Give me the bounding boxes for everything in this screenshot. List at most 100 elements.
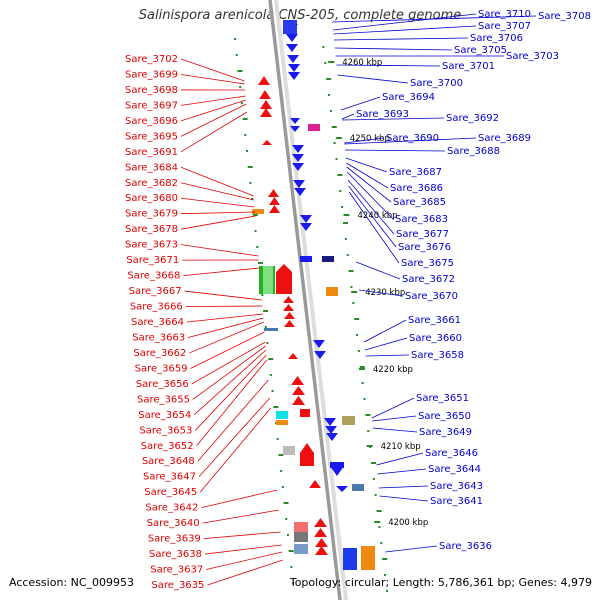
right-leader-line [334, 47, 453, 51]
gene-forward [284, 312, 295, 319]
kbp-tick [358, 368, 365, 370]
gene-block [342, 416, 355, 425]
genome-backbone [268, 0, 348, 600]
left-leader-line [197, 379, 269, 462]
right-gene-label: Sare_3693 [356, 109, 409, 120]
left-gene-label: Sare_3696 [125, 116, 178, 127]
tick-mark [264, 326, 267, 328]
gene-block [263, 266, 273, 294]
right-leader-line [379, 495, 429, 502]
right-gene-label: Sare_3646 [425, 448, 478, 459]
tick-mark [251, 198, 254, 200]
left-gene-label: Sare_3664 [131, 317, 184, 328]
kbp-label: 4260 kbp [342, 58, 382, 68]
gene-block [294, 532, 308, 542]
gene-block [326, 287, 338, 296]
gene-forward [314, 528, 327, 537]
right-gene-label: Sare_3651 [416, 393, 469, 404]
right-gene-label: Sare_3692 [446, 113, 499, 124]
gene-reverse [288, 64, 300, 72]
left-leader-line [198, 397, 271, 477]
tick-mark [252, 214, 258, 216]
right-leader-line [341, 117, 445, 121]
tick-mark [352, 302, 355, 304]
kbp-label: 4220 kbp [373, 365, 413, 375]
gene-reverse [330, 466, 344, 476]
tick-mark [256, 246, 259, 248]
gene-block [264, 328, 278, 331]
gene-reverse [324, 418, 336, 426]
right-gene-labels: Sare_3710 Sare_3708Sare_3707Sare_3706Sare… [356, 9, 591, 552]
tick-mark [361, 382, 364, 384]
kbp-label: 4240 kbp [358, 211, 398, 221]
right-leader-line [337, 74, 409, 84]
right-gene-label: Sare_3676 [398, 242, 451, 253]
gene-reverse [286, 34, 298, 42]
tick-mark [281, 486, 284, 488]
left-gene-label: Sare_3702 [125, 54, 178, 65]
kbp-tick [374, 521, 381, 523]
gene-reverse [294, 188, 306, 196]
left-leader-line [203, 531, 281, 539]
right-gene-label: Sare_3649 [419, 427, 472, 438]
tick-mark [261, 294, 264, 296]
left-leader-line [202, 509, 279, 524]
tick-mark [339, 190, 342, 192]
right-leader-line [336, 64, 441, 67]
map-title: Salinispora arenicola CNS-205, complete … [138, 8, 462, 23]
gene-block [283, 446, 295, 455]
tick-mark [273, 406, 279, 408]
tick-mark [285, 518, 288, 520]
tick-mark [288, 550, 294, 552]
left-leader-line [193, 349, 267, 416]
right-leader-line [358, 289, 404, 297]
kbp-tick [328, 61, 335, 63]
gene-block [322, 256, 334, 262]
right-leader-line [332, 13, 477, 31]
gene-reverse [287, 55, 299, 63]
tick-mark [324, 62, 327, 64]
tick-mark [370, 462, 376, 464]
right-leader-line [385, 545, 438, 553]
gene-forward [283, 304, 294, 311]
right-gene-label: Sare_3688 [447, 146, 500, 157]
left-leader-line [180, 211, 255, 215]
gene-forward [269, 197, 280, 205]
kbp-label: 4210 kbp [381, 442, 421, 452]
left-gene-label: Sare_3655 [137, 394, 190, 405]
tick-mark [276, 438, 279, 440]
right-leader-line [333, 37, 469, 41]
gene-reverse [314, 351, 326, 359]
gene-forward [292, 386, 305, 395]
left-gene-label: Sare_3673 [125, 240, 178, 251]
kbp-tick [335, 137, 342, 139]
gene-reverse [300, 223, 312, 231]
left-leader-line [180, 244, 259, 257]
left-leader-line [180, 215, 256, 230]
tick-mark [365, 414, 371, 416]
left-leader-line [184, 290, 263, 301]
tick-mark [278, 454, 284, 456]
gene-block [308, 124, 320, 131]
right-gene-label: Sare_3661 [408, 315, 461, 326]
gene-forward [315, 538, 328, 547]
tick-mark [263, 310, 269, 312]
tick-mark [266, 342, 269, 344]
right-leader-line [344, 149, 446, 152]
tick-mark [357, 350, 360, 352]
left-leader-line [186, 313, 264, 323]
tick-mark [271, 390, 274, 392]
tick-mark [246, 150, 248, 152]
tick-mark [342, 222, 348, 224]
gene-reverse [292, 163, 304, 171]
left-gene-label: Sare_3691 [125, 147, 178, 158]
gene-block [352, 484, 364, 491]
left-gene-label: Sare_3647 [143, 472, 196, 483]
left-leader-line [207, 559, 283, 586]
right-gene-label: Sare_3686 [390, 183, 443, 194]
right-leader-line [372, 427, 418, 433]
gene-forward [284, 320, 295, 327]
right-gene-label: Sare_3687 [389, 167, 442, 178]
right-leader-line [345, 157, 388, 173]
